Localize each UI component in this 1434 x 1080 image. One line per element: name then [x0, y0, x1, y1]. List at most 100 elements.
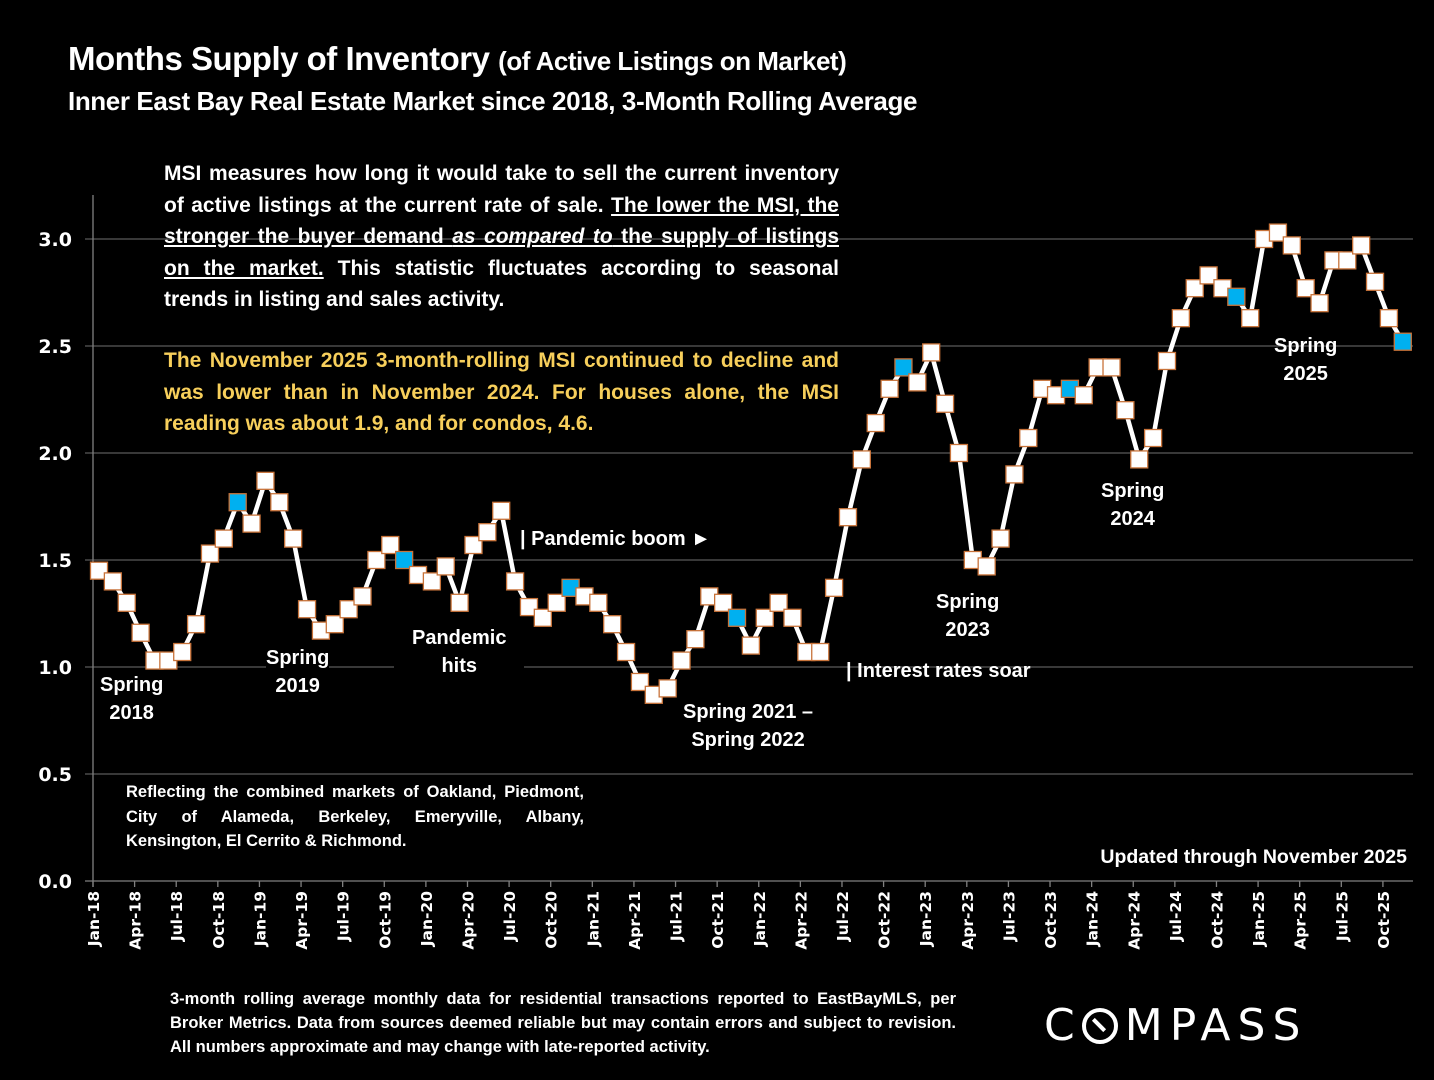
y-tick-label: 0.5 — [38, 764, 72, 786]
data-point — [603, 615, 622, 634]
x-tick-label: Apr-23 — [959, 891, 977, 950]
y-axis-ticks: 0.0 0.5 1.0 1.5 2.0 2.5 3.0 — [38, 229, 72, 893]
data-point — [1102, 358, 1121, 377]
annotation-line: Spring — [100, 674, 164, 696]
data-point — [1005, 465, 1024, 484]
highlight-note: The November 2025 3-month-rolling MSI co… — [164, 349, 839, 435]
data-point — [616, 642, 636, 662]
title-main: Months Supply of Inventory — [68, 40, 490, 77]
data-point — [991, 529, 1010, 548]
x-tick-label: Apr-20 — [459, 891, 477, 950]
annotation-line: | Interest rates soar — [846, 660, 1031, 682]
x-tick-label: Apr-18 — [127, 891, 145, 950]
x-tick-label: Jan-25 — [1250, 891, 1268, 947]
data-point — [422, 572, 442, 591]
data-point — [131, 623, 150, 642]
annotation-line: Spring 2022 — [691, 729, 805, 751]
desc-part1: MSI measures how long it would take to s… — [164, 162, 839, 217]
data-point — [1352, 236, 1371, 255]
x-tick-label: Oct-18 — [210, 891, 228, 949]
axes — [85, 195, 1413, 887]
highlighted-data-point — [1227, 287, 1246, 306]
data-point — [256, 471, 275, 490]
x-tick-label: Oct-24 — [1208, 891, 1226, 949]
title-paren: (of Active Listings on Market) — [498, 46, 847, 76]
x-tick-label: Oct-19 — [376, 891, 394, 949]
x-axis-ticks: Jan-18 Apr-18 Jul-18 Oct-18 Jan-19 Apr-19 Jul-… — [85, 881, 1393, 950]
compass-o-icon — [1081, 1008, 1118, 1044]
desc-underlined-italic: as compared to — [452, 225, 613, 248]
annotation-line: Spring 2021 – — [683, 701, 814, 723]
chart-title: Months Supply of Inventory (of Active Li… — [68, 40, 847, 78]
annotation-line: Spring — [266, 647, 330, 669]
data-point — [686, 630, 705, 649]
data-point — [339, 600, 358, 619]
annotation-spring-2024: Spring 2024 — [1101, 477, 1165, 533]
data-point — [658, 679, 677, 698]
data-point — [1171, 309, 1191, 328]
data-point — [589, 593, 608, 612]
x-tick-label: Jan-20 — [418, 891, 436, 947]
x-tick-label: Jan-19 — [251, 891, 269, 947]
annotation-spring-2023: Spring 2023 — [936, 588, 1000, 644]
data-point — [880, 379, 899, 398]
data-point — [353, 587, 372, 606]
data-point — [922, 343, 941, 362]
annotation-line: 2019 — [275, 675, 320, 697]
data-point — [173, 642, 192, 662]
data-point — [755, 608, 774, 627]
annotation-line: Spring — [936, 591, 1000, 613]
markets-note: Reflecting the combined markets of Oakla… — [118, 776, 590, 856]
data-point — [367, 550, 386, 570]
data-point — [977, 557, 996, 576]
data-point — [1074, 386, 1093, 405]
annotation-line: 2025 — [1283, 363, 1328, 385]
annotation-spring-2021-2022: Spring 2021 – Spring 2022 — [683, 698, 814, 754]
data-point — [1157, 351, 1177, 371]
highlighted-data-point — [1393, 332, 1412, 351]
annotation-interest-rates: | Interest rates soar — [846, 657, 1031, 685]
x-tick-label: Jul-21 — [668, 891, 686, 942]
annotation-line: 2018 — [109, 702, 154, 724]
data-point — [838, 508, 858, 527]
data-point — [519, 597, 539, 617]
data-point — [714, 593, 733, 612]
data-point — [1199, 266, 1218, 285]
data-point — [117, 593, 136, 612]
annotation-pandemic-hits: Pandemic hits — [394, 624, 525, 680]
data-point — [464, 535, 483, 555]
x-tick-label: Oct-21 — [709, 891, 727, 949]
y-tick-label: 0.0 — [38, 871, 72, 893]
annotation-spring-2018: Spring 2018 — [100, 671, 164, 727]
data-point — [1296, 279, 1315, 298]
data-point — [908, 373, 927, 392]
x-tick-label: Apr-25 — [1292, 891, 1310, 950]
logo-text-post: MPASS — [1124, 1000, 1308, 1051]
data-point — [630, 672, 650, 692]
data-point — [672, 651, 691, 670]
data-point — [1185, 279, 1204, 298]
data-point — [492, 501, 511, 520]
data-point — [450, 593, 469, 612]
data-point — [824, 578, 844, 597]
series-markers — [89, 223, 1412, 704]
compass-logo: C MPASS — [1044, 1000, 1307, 1051]
data-point — [1241, 309, 1260, 328]
x-tick-label: Apr-19 — [293, 891, 311, 950]
data-point — [297, 600, 317, 619]
data-point — [852, 450, 871, 469]
x-tick-label: Jul-23 — [1000, 891, 1018, 942]
desc-underlined: The lower the MSI, the stronger the buye… — [164, 194, 839, 280]
x-tick-label: Apr-21 — [626, 891, 644, 950]
data-point — [1310, 294, 1329, 313]
x-tick-label: Jul-19 — [335, 891, 353, 942]
data-point — [1282, 236, 1301, 255]
annotation-line: Spring — [1274, 335, 1338, 357]
x-tick-label: Jan-24 — [1084, 891, 1102, 947]
data-point — [1143, 428, 1163, 448]
data-point — [436, 557, 455, 576]
highlighted-data-point — [727, 608, 747, 627]
annotation-line: Spring — [1101, 480, 1165, 502]
annotation-line: 2023 — [945, 619, 990, 641]
